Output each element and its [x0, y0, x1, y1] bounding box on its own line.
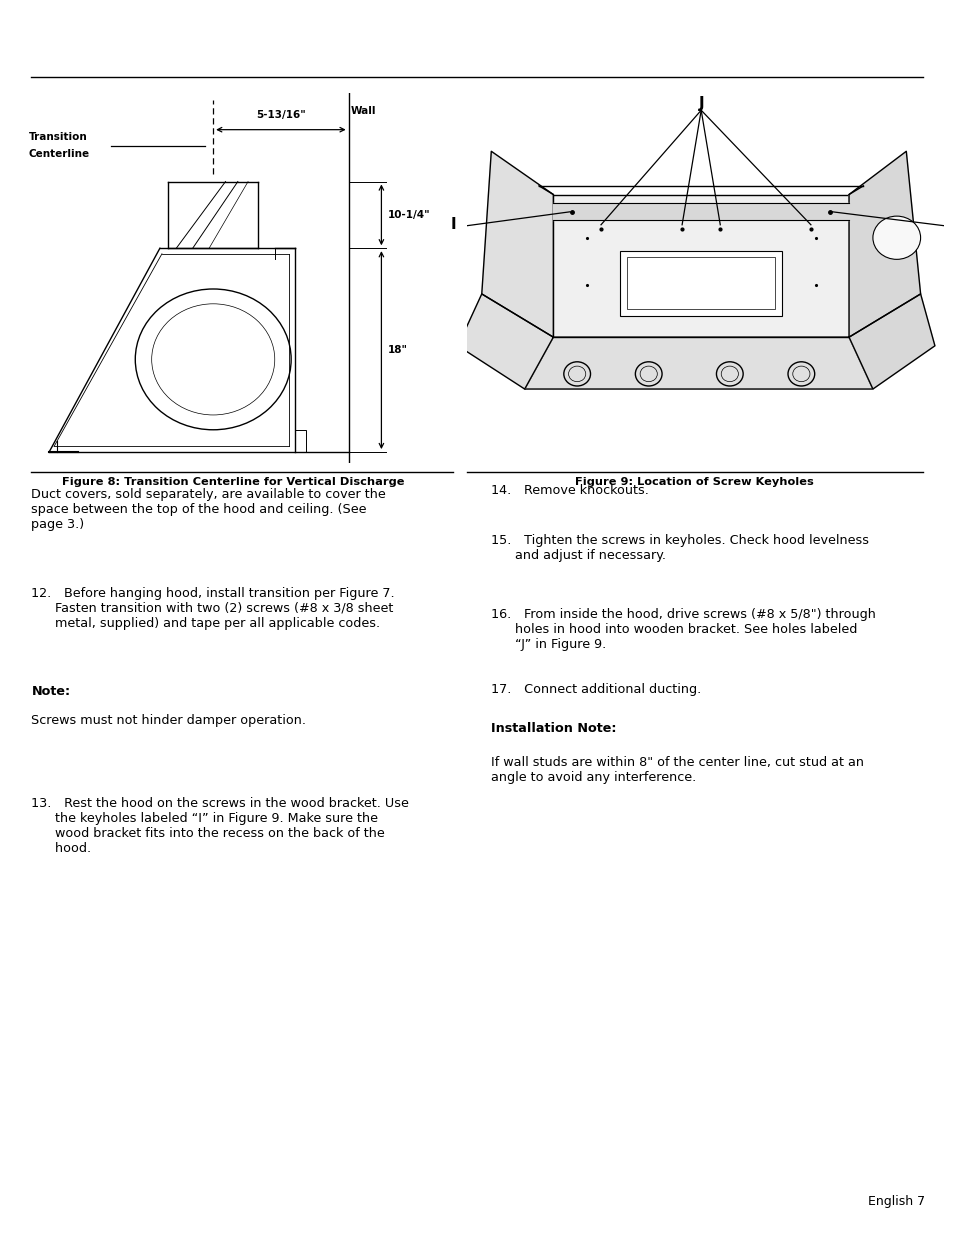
Bar — [626, 257, 774, 309]
Text: Centerline: Centerline — [29, 148, 90, 159]
Polygon shape — [553, 195, 848, 337]
Text: 14. Remove knockouts.: 14. Remove knockouts. — [491, 484, 648, 498]
Text: Screws must not hinder damper operation.: Screws must not hinder damper operation. — [31, 714, 306, 727]
Text: 18": 18" — [387, 345, 407, 356]
Polygon shape — [481, 152, 553, 337]
Text: 17. Connect additional ducting.: 17. Connect additional ducting. — [491, 683, 700, 697]
Text: 12. Before hanging hood, install transition per Figure 7.
      Fasten transitio: 12. Before hanging hood, install transit… — [31, 587, 395, 630]
Text: J: J — [698, 96, 703, 111]
Text: English 7: English 7 — [867, 1194, 924, 1208]
Text: If wall studs are within 8" of the center line, cut stud at an
angle to avoid an: If wall studs are within 8" of the cente… — [491, 756, 863, 784]
Text: 10-1/4": 10-1/4" — [387, 210, 430, 220]
Text: Duct covers, sold separately, are available to cover the
space between the top o: Duct covers, sold separately, are availa… — [31, 488, 386, 531]
Polygon shape — [457, 294, 553, 389]
Polygon shape — [524, 337, 872, 389]
Circle shape — [872, 216, 920, 259]
Bar — [294, 430, 305, 452]
Text: Wall: Wall — [351, 106, 375, 116]
Polygon shape — [553, 204, 848, 220]
Text: 13. Rest the hood on the screws in the wood bracket. Use
      the keyholes labe: 13. Rest the hood on the screws in the w… — [31, 797, 409, 855]
Text: 16. From inside the hood, drive screws (#8 x 5/8") through
      holes in hood i: 16. From inside the hood, drive screws (… — [491, 608, 875, 651]
Bar — [619, 251, 781, 316]
Polygon shape — [848, 294, 934, 389]
Text: 5-13/16": 5-13/16" — [255, 110, 306, 120]
Text: I: I — [450, 217, 456, 232]
Polygon shape — [848, 152, 920, 337]
Text: 15. Tighten the screws in keyholes. Check hood levelness
      and adjust if nec: 15. Tighten the screws in keyholes. Chec… — [491, 534, 868, 562]
Text: Installation Note:: Installation Note: — [491, 722, 617, 736]
Text: Note:: Note: — [31, 685, 71, 699]
Text: Figure 8: Transition Centerline for Vertical Discharge: Figure 8: Transition Centerline for Vert… — [62, 477, 405, 487]
Text: Transition: Transition — [29, 132, 88, 142]
Text: Figure 9: Location of Screw Keyholes: Figure 9: Location of Screw Keyholes — [575, 477, 813, 487]
